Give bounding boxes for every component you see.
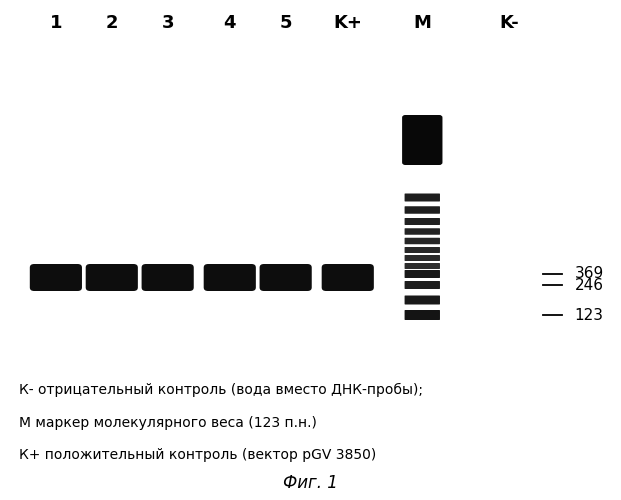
FancyBboxPatch shape [142,264,194,291]
FancyBboxPatch shape [405,206,440,214]
FancyBboxPatch shape [30,264,82,291]
FancyBboxPatch shape [405,228,440,235]
Text: 369: 369 [574,266,604,281]
FancyBboxPatch shape [405,238,440,244]
FancyBboxPatch shape [405,218,440,225]
FancyBboxPatch shape [405,296,440,304]
FancyBboxPatch shape [204,264,256,291]
Text: 123: 123 [574,308,604,322]
Text: 246: 246 [574,278,604,292]
FancyBboxPatch shape [405,270,440,278]
Text: М маркер молекулярного веса (123 п.н.): М маркер молекулярного веса (123 п.н.) [19,416,317,430]
Text: К+ положительный контроль (вектор pGV 3850): К+ положительный контроль (вектор pGV 38… [19,448,376,462]
FancyBboxPatch shape [405,194,440,202]
FancyBboxPatch shape [405,255,440,261]
Text: K-: K- [499,14,519,32]
Text: 2: 2 [106,14,118,32]
Text: K+: K+ [333,14,362,32]
Text: M: M [414,14,431,32]
FancyBboxPatch shape [86,264,138,291]
Text: 5: 5 [279,14,292,32]
Text: К- отрицательный контроль (вода вместо ДНК-пробы);: К- отрицательный контроль (вода вместо Д… [19,383,423,397]
Text: Фиг. 1: Фиг. 1 [283,474,338,492]
Text: 4: 4 [224,14,236,32]
FancyBboxPatch shape [405,281,440,289]
FancyBboxPatch shape [260,264,312,291]
FancyBboxPatch shape [405,310,440,320]
FancyBboxPatch shape [405,263,440,269]
Text: 3: 3 [161,14,174,32]
FancyBboxPatch shape [405,247,440,253]
FancyBboxPatch shape [322,264,374,291]
FancyBboxPatch shape [402,115,443,165]
Text: 1: 1 [50,14,62,32]
